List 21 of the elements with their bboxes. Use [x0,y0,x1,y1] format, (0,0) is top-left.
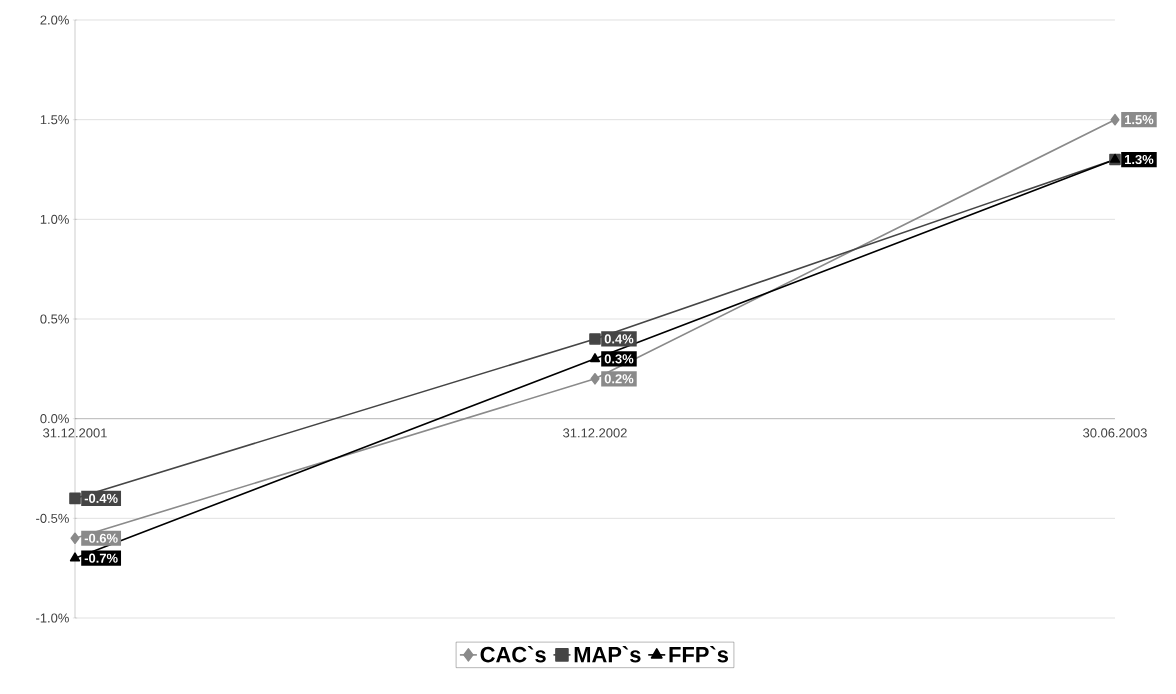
legend-label: MAP`s [574,646,641,663]
y-tick-label: -1.0% [36,613,69,623]
x-tick-label: 31.12.2002 [563,428,627,438]
data-label: 1.3% [1125,154,1154,165]
y-tick-label: 0.0% [40,414,69,424]
y-tick-label: 0.5% [40,314,69,324]
data-label: -0.4% [84,493,118,503]
y-tick-label: -0.5% [36,513,69,523]
data-label: -0.6% [84,533,118,543]
x-tick-label: 31.12.2001 [43,428,107,438]
y-tick-label: 2.0% [40,15,69,25]
data-label: 0.3% [604,354,634,364]
x-tick-label: 30.06.2003 [1083,428,1147,438]
data-label: -0.7% [84,553,118,563]
y-tick-label: 1.5% [40,115,69,125]
data-label: 1.5% [1125,115,1154,125]
y-tick-label: 1.0% [40,214,69,224]
data-label: 0.4% [604,334,634,344]
legend-label: CAC`s [480,646,546,663]
legend-label: FFP`s [669,646,729,663]
data-label: 0.2% [604,374,634,384]
